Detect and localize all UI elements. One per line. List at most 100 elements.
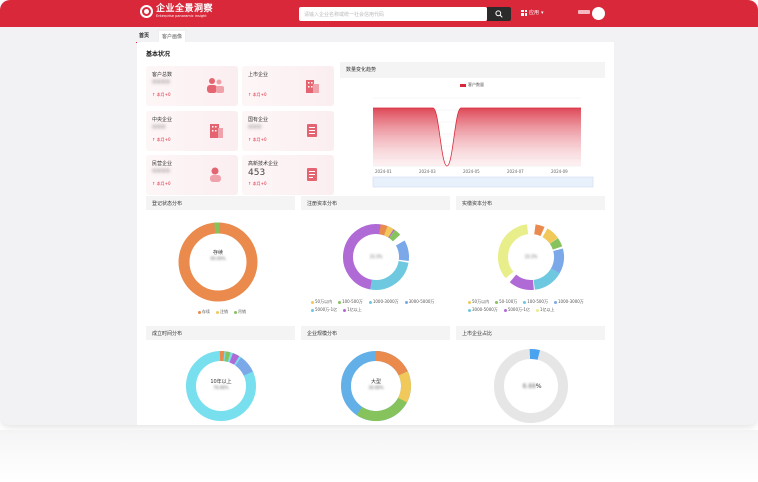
donut-chart[interactable] — [492, 347, 570, 425]
stat-trend: ↑ 本月+0 — [248, 92, 267, 97]
stat-value: 453 — [248, 168, 266, 178]
stat-value: **** — [152, 168, 170, 178]
legend-swatch — [460, 83, 466, 87]
panel-title: 上市企业占比 — [462, 331, 493, 337]
donut-center-value: 33.3% — [369, 254, 383, 259]
svg-text:1,000: 1,000 — [359, 145, 369, 149]
app-window: 企业全景洞察 Enterprise panoramic insight 请输入企… — [0, 0, 758, 425]
trend-chart: 1,000 1,000 1,000 1,000 1,000 1,000 2024-01 2… — [359, 97, 594, 188]
x-tick: 2024-01 — [375, 169, 392, 174]
stat-label: 客户总数 — [152, 72, 173, 78]
stat-card[interactable]: 客户总数 **** ↑ 本月+0 — [146, 66, 238, 106]
user-name[interactable] — [578, 10, 590, 14]
stat-label: 高新技术企业 — [248, 161, 279, 167]
donut-chart[interactable] — [338, 348, 414, 424]
legend-item[interactable]: 3000-5000万 — [404, 299, 434, 305]
panel-title: 成立时间分布 — [152, 331, 183, 337]
stat-value: *** — [152, 124, 166, 134]
legend-item[interactable]: 5000万-1亿 — [311, 307, 337, 313]
donut-legend: 50万以内 100-500万 1000-3000万 3000-5000万 500… — [311, 299, 446, 313]
stat-trend: ↑ 本月+0 — [152, 92, 171, 97]
donut-legend: 50万以内 50-100万 100-500万 1000-3000万 3000-5… — [468, 299, 603, 313]
legend-item[interactable]: 1亿以上 — [343, 307, 362, 313]
building-icon — [306, 80, 319, 93]
users-icon — [207, 78, 224, 93]
stat-label: 民营企业 — [152, 161, 173, 167]
logo-icon — [140, 5, 153, 19]
legend-item[interactable]: 存续 — [198, 309, 210, 315]
stat-trend: ↑ 本月+0 — [152, 181, 171, 186]
x-tick: 2024-09 — [551, 169, 568, 174]
logo-title: 企业全景洞察 — [156, 4, 214, 14]
area-series[interactable] — [373, 108, 581, 166]
panel-listed-ratio: 上市企业占比 8.88% — [456, 326, 605, 425]
legend-item[interactable]: 注销 — [216, 309, 228, 315]
stat-trend: ↑ 本月+0 — [248, 181, 267, 186]
x-tick: 2024-05 — [463, 169, 480, 174]
svg-text:1,000: 1,000 — [359, 97, 369, 101]
panel-title: 实缴资本分布 — [462, 201, 493, 207]
top-header: 企业全景洞察 Enterprise panoramic insight 请输入企… — [0, 0, 758, 27]
donut-center-value: 8.88% — [522, 383, 542, 390]
legend-item[interactable]: 吊销 — [234, 309, 246, 315]
svg-text:1,000: 1,000 — [359, 109, 369, 113]
legend-item[interactable]: 5000万-1亿 — [503, 307, 530, 313]
logo-subtitle: Enterprise panoramic insight — [156, 14, 207, 18]
donut-center-label: 大型 — [370, 379, 381, 385]
donut-center-label: 10年以上 — [210, 379, 232, 385]
company-icon — [210, 124, 223, 138]
legend-item[interactable]: 100-500万 — [338, 299, 363, 305]
search-button[interactable] — [487, 7, 511, 21]
stat-card[interactable]: 高新技术企业 453 ↑ 本月+0 — [242, 155, 334, 195]
line-series — [373, 107, 581, 167]
donut-chart[interactable] — [339, 220, 413, 294]
panel-establishment-time: 成立时间分布 10年以上 78.88% — [146, 326, 295, 425]
panel-title: 注册资本分布 — [307, 201, 338, 207]
zoom-slider[interactable] — [372, 176, 594, 188]
legend-item[interactable]: 50-100万 — [495, 299, 517, 305]
legend-item[interactable]: 1亿以上 — [535, 307, 555, 313]
trend-chart-title: 数量变化趋势 — [346, 67, 377, 73]
stat-card[interactable]: 国有企业 *** ↑ 本月+0 — [242, 111, 334, 151]
legend-item[interactable]: 100-500万 — [523, 299, 548, 305]
svg-text:1,000: 1,000 — [359, 157, 369, 161]
search-icon — [495, 10, 503, 18]
legend-item[interactable]: 50万以内 — [468, 299, 489, 305]
chevron-down-icon: ▾ — [541, 9, 544, 16]
app-menu[interactable]: 应用 ▾ — [521, 9, 544, 16]
donut-center-value: 38.88% — [368, 385, 384, 390]
stat-card[interactable]: 上市企业 ↑ 本月+0 — [242, 66, 334, 106]
donut-center-value: 33.3% — [524, 254, 538, 259]
logo[interactable]: 企业全景洞察 Enterprise panoramic insight — [140, 5, 213, 19]
donut-chart[interactable] — [176, 220, 260, 304]
document-icon — [307, 168, 317, 181]
legend-item[interactable]: 3000-5000万 — [468, 307, 498, 313]
x-axis-ticks: 2024-01 2024-03 2024-05 2024-07 2024-09 — [375, 169, 568, 174]
ledger-icon — [307, 124, 317, 137]
donut-center-value: 99.99% — [210, 256, 226, 261]
app-menu-label: 应用 — [529, 10, 540, 16]
legend-item[interactable]: 1000-3000万 — [368, 299, 399, 305]
donut-center-value: 78.88% — [213, 385, 229, 390]
donut-chart[interactable] — [183, 348, 259, 424]
donut-center-label: 存续 — [212, 250, 223, 256]
person-icon — [210, 167, 221, 182]
legend-label: 客户数量 — [468, 82, 484, 87]
legend-item[interactable]: 1000-3000万 — [553, 299, 584, 305]
donut-chart[interactable] — [494, 220, 568, 294]
mirror-reflection — [0, 430, 758, 482]
svg-text:1,000: 1,000 — [359, 121, 369, 125]
x-tick: 2024-03 — [419, 169, 436, 174]
panel-title: 企业规模分布 — [307, 331, 338, 337]
legend-item[interactable]: 50万以内 — [311, 299, 332, 305]
stat-card[interactable]: 民营企业 **** ↑ 本月+0 — [146, 155, 238, 195]
stat-label: 国有企业 — [248, 117, 269, 123]
chart-legend[interactable]: 客户数量 — [460, 82, 484, 88]
stat-card[interactable]: 中央企业 *** ↑ 本月+0 — [146, 111, 238, 151]
stat-value: *** — [248, 124, 262, 134]
avatar[interactable] — [592, 7, 605, 20]
apps-grid-icon — [521, 9, 527, 16]
section-title: 基本状况 — [146, 51, 171, 58]
search-input[interactable]: 请输入企业名称或统一社会信用代码 — [299, 7, 487, 21]
panel-paid-capital: 实缴资本分布 33.3% 50万以内 50-100万 100-500万 1000… — [456, 196, 605, 323]
